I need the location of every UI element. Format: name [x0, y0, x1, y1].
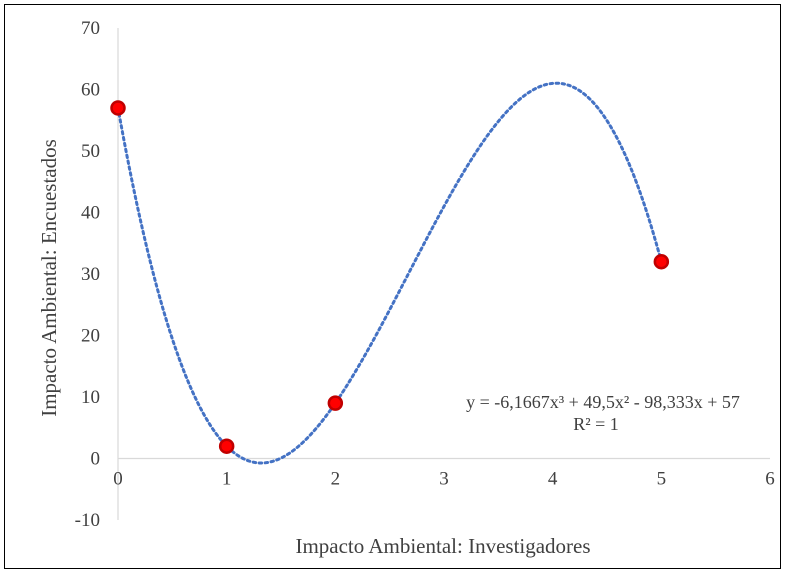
y-tick-label: 40 — [81, 203, 100, 224]
x-tick-label: 0 — [113, 469, 123, 490]
x-tick-label: 6 — [765, 469, 775, 490]
x-tick-label: 5 — [657, 469, 667, 490]
y-tick-label: 50 — [81, 141, 100, 162]
y-tick-label: 60 — [81, 80, 100, 101]
data-point — [653, 253, 670, 270]
x-tick-label: 4 — [548, 469, 558, 490]
y-tick-label: 0 — [91, 449, 101, 470]
tick-labels-layer: -10 0 10 20 30 40 50 60 70 0 1 2 3 4 5 6 — [75, 18, 775, 531]
y-tick-label: -10 — [75, 510, 100, 531]
y-tick-label: 30 — [81, 264, 100, 285]
data-points-layer — [110, 100, 670, 454]
trendline-r2: R² = 1 — [573, 414, 619, 434]
y-tick-label: 20 — [81, 326, 100, 347]
axes-layer — [117, 28, 770, 520]
x-axis-title: Impacto Ambiental: Investigadores — [295, 534, 590, 558]
trendline-curve — [116, 81, 663, 465]
y-axis-title: Impacto Ambiental: Encuestados — [37, 139, 61, 417]
data-point — [110, 100, 126, 116]
x-tick-label: 2 — [331, 469, 341, 490]
chart-frame — [4, 4, 781, 569]
trendline-equation: y = -6,1667x³ + 49,5x² - 98,333x + 57 — [466, 392, 740, 412]
y-tick-label: 10 — [81, 387, 100, 408]
x-tick-label: 3 — [439, 469, 449, 490]
data-point — [327, 395, 344, 411]
x-tick-label: 1 — [222, 469, 232, 490]
y-tick-label: 70 — [81, 18, 100, 39]
data-point — [218, 438, 235, 454]
